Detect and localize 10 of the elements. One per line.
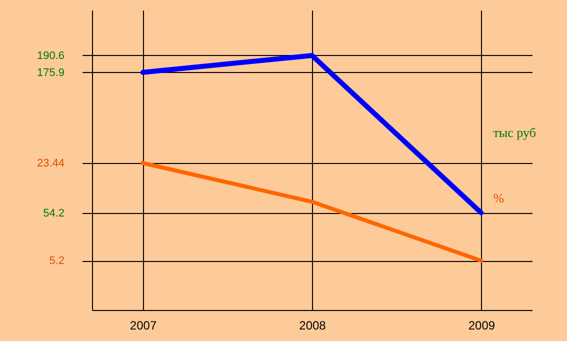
y-tick-label: 54.2 [43, 207, 64, 220]
y-tick-label: 175.9 [36, 66, 64, 79]
y2-tick-label: 5.2 [49, 255, 64, 268]
text: тыс руб [493, 124, 536, 140]
x-tick-label: 2008 [299, 318, 326, 332]
y2-tick-label: 23.44 [36, 158, 64, 170]
x-tick-label: 2009 [468, 318, 496, 332]
x-tick-label: 2007 [130, 318, 157, 332]
y-tick-label: 190.6 [36, 50, 64, 62]
text: % [493, 190, 504, 206]
